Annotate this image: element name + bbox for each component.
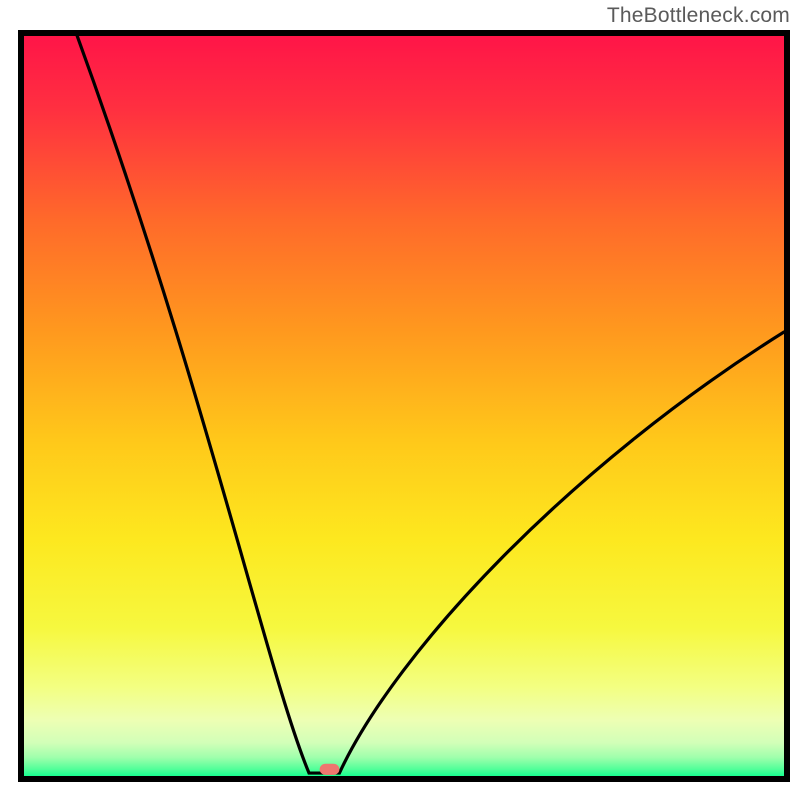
watermark-text: TheBottleneck.com xyxy=(607,4,790,28)
marker-layer xyxy=(24,36,784,776)
plot-area xyxy=(24,36,784,776)
optimal-marker xyxy=(320,764,340,775)
